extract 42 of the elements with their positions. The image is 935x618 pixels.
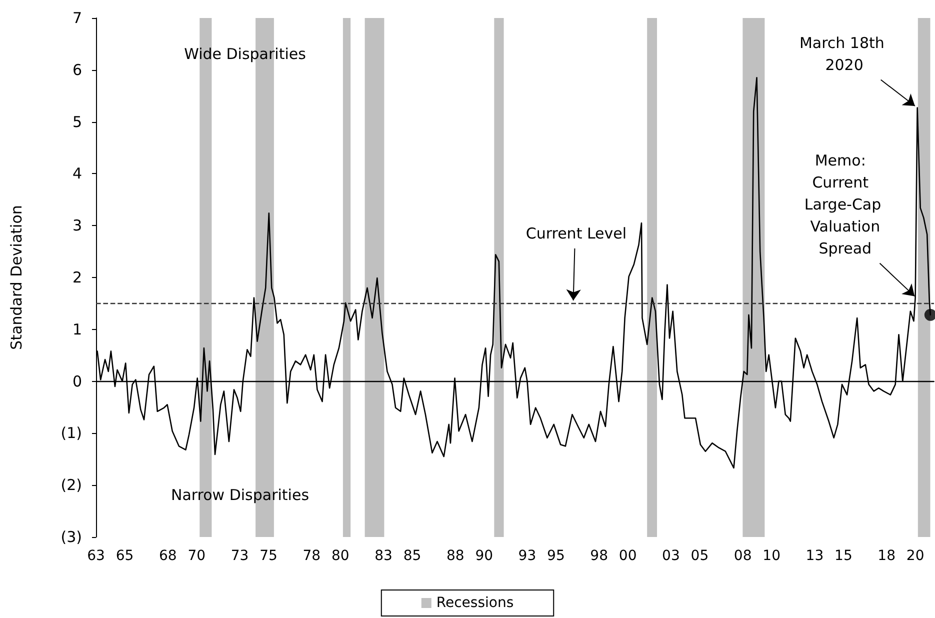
x-tick-label: 03 — [662, 548, 680, 564]
y-tick-label: 3 — [72, 216, 82, 235]
y-tick-label: 5 — [72, 112, 82, 131]
x-tick-label: 00 — [618, 548, 637, 564]
annotation: Memo: Current Large-Cap Valuation Spread — [804, 151, 882, 258]
x-tick-label: 08 — [734, 548, 752, 564]
x-tick-label: 75 — [260, 548, 278, 564]
x-tick-label: 10 — [762, 548, 780, 564]
x-tick-label: 83 — [374, 548, 392, 564]
y-tick-label: (1) — [60, 424, 82, 442]
x-tick-label: 65 — [116, 548, 134, 564]
x-tick-label: 78 — [302, 548, 321, 564]
y-tick-label: 0 — [72, 372, 82, 390]
x-tick-label: 15 — [834, 548, 852, 564]
y-tick-label: 4 — [72, 164, 82, 183]
y-tick-label: 1 — [72, 320, 82, 338]
x-tick-label: 68 — [158, 548, 177, 564]
x-tick-label: 80 — [331, 548, 350, 564]
y-tick-label: (3) — [60, 528, 82, 546]
y-tick-label: 2 — [72, 268, 82, 286]
x-tick-label: 88 — [446, 548, 464, 564]
y-axis-title: Standard Deviation — [8, 205, 26, 350]
y-tick-label: 6 — [72, 60, 82, 79]
x-tick-label: 20 — [906, 548, 924, 564]
x-tick-label: 70 — [188, 548, 206, 564]
x-tick-label: 90 — [475, 548, 494, 564]
x-tick-label: 98 — [590, 548, 608, 564]
x-tick-label: 63 — [87, 548, 105, 564]
x-tick-label: 05 — [690, 548, 709, 564]
x-tick-label: 93 — [518, 548, 536, 564]
annotation: Narrow Disparities — [170, 486, 310, 504]
x-tick-label: 95 — [547, 548, 565, 564]
annotation: March 18th 2020 — [799, 34, 890, 74]
x-tick-label: 73 — [230, 548, 249, 564]
y-tick-label: (2) — [60, 476, 82, 494]
x-tick-label: 18 — [878, 548, 896, 564]
x-tick-label: 13 — [806, 548, 824, 564]
y-tick-label: 7 — [72, 9, 82, 27]
annotation: Wide Disparities — [184, 45, 306, 63]
legend-label: Recessions — [436, 595, 514, 611]
x-tick-label: 85 — [403, 548, 422, 564]
annotation: Current Level — [526, 224, 627, 242]
